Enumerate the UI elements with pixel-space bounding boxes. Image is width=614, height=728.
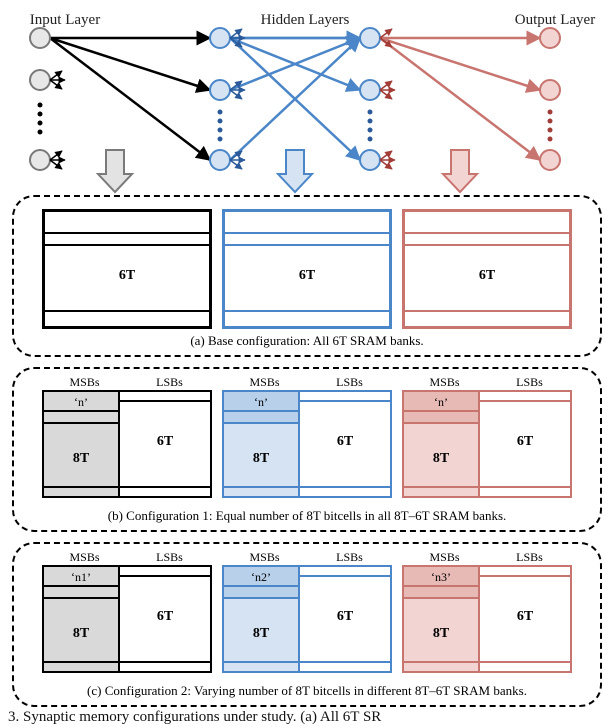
msb-count-label: ‘n3’ [404,567,478,587]
sram-bank-8t6t: MSBs LSBs ‘n2’ 8T 6T [222,550,392,673]
bank-label: 6T [45,268,209,284]
msb-count-label: ‘n’ [404,392,478,412]
lsb-label: LSBs [127,550,212,565]
bank-label: 6T [225,268,389,284]
sram-bank-6t: 6T [222,209,392,329]
8t-label: 8T [44,607,118,661]
sram-bank-8t6t: MSBs LSBs ‘n1’ 8T 6T [42,550,212,673]
sram-bank-8t6t: MSBs LSBs ‘n’ 8T 6T [42,375,212,498]
bank-label: 6T [405,268,569,284]
6t-label: 6T [120,434,210,450]
lsb-label: LSBs [307,550,392,565]
6t-label: 6T [480,609,570,625]
msb-count-label: ‘n’ [44,392,118,412]
lsb-label: LSBs [127,375,212,390]
8t-label: 8T [224,432,298,486]
msb-label: MSBs [42,375,127,390]
msb-label: MSBs [402,550,487,565]
msb-label: MSBs [222,375,307,390]
6t-label: 6T [300,434,390,450]
sram-bank-6t: 6T [42,209,212,329]
lsb-label: LSBs [307,375,392,390]
msb-label: MSBs [42,550,127,565]
6t-label: 6T [480,434,570,450]
sram-bank-8t6t: MSBs LSBs ‘n’ 8T 6T [402,375,572,498]
msb-count-label: ‘n2’ [224,567,298,587]
lsb-label: LSBs [487,550,572,565]
8t-label: 8T [404,607,478,661]
8t-label: 8T [224,607,298,661]
caption-c: (c) Configuration 2: Varying number of 8… [14,683,600,699]
msb-count-label: ‘n’ [224,392,298,412]
figure-footer: 3. Synaptic memory configurations under … [8,709,606,726]
6t-label: 6T [300,609,390,625]
8t-label: 8T [404,432,478,486]
caption-b: (b) Configuration 1: Equal number of 8T … [14,508,600,524]
8t-label: 8T [44,432,118,486]
sram-bank-8t6t: MSBs LSBs ‘n3’ 8T 6T [402,550,572,673]
panel-base-config: 6T 6T 6T (a) Base configuration: All 6T … [12,195,602,357]
6t-label: 6T [120,609,210,625]
sram-bank-6t: 6T [402,209,572,329]
network-svg [0,0,614,200]
panel-config-2: MSBs LSBs ‘n1’ 8T 6T MSBs LSBs ‘n2’ [12,542,602,707]
msb-label: MSBs [222,550,307,565]
panel-config-1: MSBs LSBs ‘n’ 8T 6T MSBs LSBs ‘n’ [12,367,602,532]
msb-count-label: ‘n1’ [44,567,118,587]
caption-a: (a) Base configuration: All 6T SRAM bank… [14,333,600,349]
sram-bank-8t6t: MSBs LSBs ‘n’ 8T 6T [222,375,392,498]
lsb-label: LSBs [487,375,572,390]
figure: Input Layer Hidden Layers Output Layer 6… [0,0,614,728]
msb-label: MSBs [402,375,487,390]
